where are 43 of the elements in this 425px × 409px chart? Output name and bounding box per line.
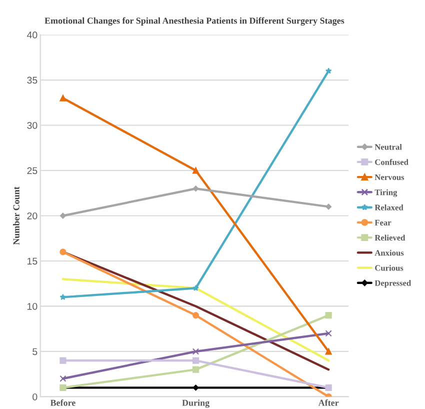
y-tick-label: 25 — [27, 167, 38, 174]
legend-label: Fear — [374, 220, 392, 226]
point — [60, 248, 66, 256]
point — [192, 366, 200, 373]
legend-label: Relaxed — [374, 204, 404, 210]
point — [192, 167, 200, 174]
point — [192, 384, 199, 391]
point — [60, 357, 66, 364]
y-tick-label: 40 — [27, 32, 38, 38]
y-tick-label: 10 — [28, 302, 38, 310]
y-tick-label: 20 — [27, 212, 38, 220]
point — [325, 348, 332, 355]
legend-label: Neutral — [374, 144, 402, 150]
point — [60, 94, 66, 102]
y-tick-label: 0 — [32, 393, 38, 400]
legend-label: Depressed — [374, 280, 411, 288]
x-tick-label: During — [182, 400, 210, 408]
legend-label: Curious — [375, 264, 404, 271]
point — [192, 357, 200, 364]
point — [325, 312, 332, 319]
y-tick-label: 30 — [27, 122, 38, 129]
point — [60, 294, 66, 300]
point — [192, 312, 200, 319]
point — [326, 204, 332, 210]
legend-label: Confused — [375, 159, 408, 165]
chart-title: Emotional Changes for Spinal Anesthesia Patients in Different Surgery Stages — [44, 17, 344, 26]
point — [192, 348, 200, 355]
point — [192, 186, 199, 192]
x-tick-label: Before — [50, 399, 76, 406]
y-tick-label: 35 — [27, 76, 38, 84]
point — [60, 212, 66, 219]
y-tick-label: 15 — [28, 258, 38, 265]
x-tick-label: After — [318, 399, 339, 406]
legend-label: Relieved — [374, 234, 406, 241]
legend-label: Nervous — [374, 174, 404, 180]
legend-label: Tiring — [374, 189, 398, 197]
y-axis-title: Number Count — [13, 186, 20, 245]
legend-label: Anxious — [374, 250, 404, 256]
y-tick-label: 5 — [32, 348, 38, 356]
point — [325, 330, 332, 337]
point — [192, 284, 199, 291]
point — [325, 68, 332, 74]
point — [60, 375, 66, 382]
